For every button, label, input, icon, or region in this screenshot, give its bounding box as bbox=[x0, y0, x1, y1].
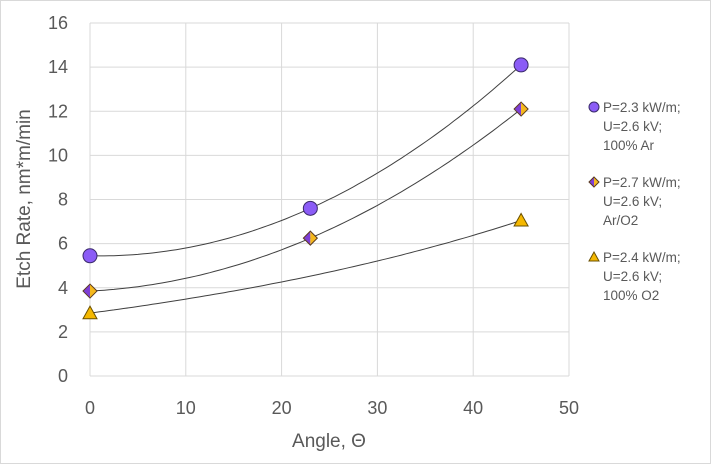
legend-label-line: U=2.6 kV; bbox=[603, 119, 662, 134]
y-tick-label: 2 bbox=[58, 322, 68, 342]
legend-label-line: Ar/O2 bbox=[603, 213, 638, 228]
data-point-series-3 bbox=[82, 305, 98, 320]
diamond-right-half bbox=[594, 177, 599, 187]
trendline-series-1 bbox=[90, 64, 522, 257]
legend-label-line: 100% O2 bbox=[603, 288, 659, 303]
y-tick-label: 4 bbox=[58, 278, 68, 298]
legend-label-line: U=2.6 kV; bbox=[603, 269, 662, 284]
diamond-right-half bbox=[521, 102, 529, 117]
diamond-left-half bbox=[303, 231, 311, 246]
y-tick-label: 12 bbox=[48, 101, 68, 121]
x-tick-label: 50 bbox=[559, 398, 579, 418]
data-point-series-3 bbox=[513, 212, 529, 227]
legend-marker-circle-icon bbox=[588, 101, 600, 113]
diamond-left-half bbox=[83, 284, 90, 299]
legend-entry-3: P=2.4 kW/m; U=2.6 kV; 100% O2 bbox=[588, 250, 681, 303]
data-point-series-2 bbox=[513, 101, 529, 117]
diamond-outline bbox=[588, 176, 600, 188]
legend-entry-1: P=2.3 kW/m; U=2.6 kV; 100% Ar bbox=[588, 100, 681, 153]
x-tick-label: 30 bbox=[367, 398, 387, 418]
y-tick-label: 8 bbox=[58, 190, 68, 210]
data-point-series-1 bbox=[513, 57, 529, 73]
y-axis-title: Etch Rate, nm*m/min bbox=[14, 109, 35, 289]
data-point-series-2 bbox=[82, 283, 98, 299]
trendline-series-3 bbox=[89, 220, 522, 314]
x-tick-label: 20 bbox=[272, 398, 292, 418]
tick-labels: 0 2 4 6 8 10 12 14 16 0 10 20 30 40 50 bbox=[48, 13, 579, 418]
legend-marker-triangle-icon bbox=[588, 250, 600, 262]
legend-label-line: P=2.7 kW/m; bbox=[603, 175, 681, 190]
legend-label-line: P=2.4 kW/m; bbox=[603, 250, 681, 265]
x-axis-title: Angle, Θ bbox=[292, 431, 366, 452]
diamond-outline bbox=[302, 230, 319, 246]
y-tick-label: 10 bbox=[48, 145, 68, 165]
y-tick-label: 0 bbox=[58, 366, 68, 386]
legend-entry-2: P=2.7 kW/m; U=2.6 kV; Ar/O2 bbox=[588, 175, 681, 228]
diamond-outline bbox=[82, 283, 98, 299]
y-tick-label: 14 bbox=[48, 57, 68, 77]
data-point-series-1 bbox=[302, 200, 318, 216]
legend-label-line: U=2.6 kV; bbox=[603, 194, 662, 209]
diamond-left-half bbox=[514, 102, 522, 117]
diamond-left-half bbox=[589, 177, 594, 187]
diamond-outline bbox=[513, 101, 529, 117]
x-tick-label: 0 bbox=[85, 398, 95, 418]
data-points bbox=[82, 57, 529, 320]
legend-label-line: P=2.3 kW/m; bbox=[603, 100, 681, 115]
x-tick-label: 40 bbox=[463, 398, 483, 418]
trendline-series-2 bbox=[89, 108, 522, 292]
legend: P=2.3 kW/m; U=2.6 kV; 100% Ar P=2.7 kW/m; U=… bbox=[588, 100, 681, 303]
x-tick-label: 10 bbox=[176, 398, 196, 418]
legend-marker-diamond-icon bbox=[588, 176, 600, 188]
data-point-series-1 bbox=[82, 248, 98, 264]
diamond-right-half bbox=[90, 284, 97, 299]
legend-label-line: 100% Ar bbox=[603, 138, 655, 153]
y-tick-label: 6 bbox=[58, 234, 68, 254]
data-point-series-2 bbox=[302, 230, 319, 246]
trendlines bbox=[89, 64, 522, 314]
y-tick-label: 16 bbox=[48, 13, 68, 33]
diamond-right-half bbox=[310, 231, 318, 246]
